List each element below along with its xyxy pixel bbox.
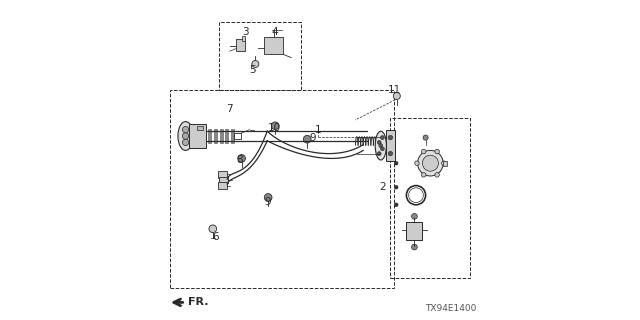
Text: 8: 8	[237, 155, 243, 165]
Circle shape	[182, 139, 189, 146]
Circle shape	[422, 155, 438, 171]
Text: TX94E1400: TX94E1400	[426, 304, 477, 313]
Circle shape	[415, 161, 419, 165]
Ellipse shape	[375, 131, 387, 160]
Circle shape	[423, 135, 428, 140]
Bar	[214, 129, 217, 143]
Circle shape	[378, 152, 381, 156]
Circle shape	[412, 213, 417, 219]
Bar	[242, 36, 245, 41]
Circle shape	[378, 140, 381, 144]
Bar	[218, 171, 227, 178]
Bar	[390, 118, 470, 278]
Circle shape	[394, 203, 398, 207]
Bar	[189, 124, 206, 148]
Text: 1: 1	[315, 124, 322, 135]
Text: 9: 9	[310, 132, 316, 143]
Circle shape	[422, 172, 426, 177]
Circle shape	[303, 135, 311, 143]
Text: FR.: FR.	[188, 297, 209, 308]
Circle shape	[182, 126, 189, 133]
Circle shape	[435, 149, 440, 154]
Circle shape	[388, 151, 393, 156]
Bar	[220, 129, 223, 143]
Text: 4: 4	[272, 27, 278, 37]
Circle shape	[264, 194, 272, 201]
Bar	[208, 129, 211, 143]
Bar	[264, 37, 283, 54]
Circle shape	[379, 144, 383, 148]
Circle shape	[388, 135, 393, 140]
Text: 3: 3	[243, 27, 249, 37]
Circle shape	[442, 161, 446, 165]
Circle shape	[209, 225, 216, 233]
Bar	[236, 39, 246, 51]
Bar	[225, 129, 228, 143]
Bar	[443, 161, 447, 166]
Bar	[234, 133, 241, 139]
Bar	[386, 130, 395, 161]
Circle shape	[394, 161, 398, 165]
Ellipse shape	[178, 122, 193, 150]
Text: 10: 10	[268, 123, 281, 133]
Bar	[406, 222, 422, 240]
Bar	[231, 129, 234, 143]
Circle shape	[380, 147, 385, 151]
Circle shape	[435, 172, 440, 177]
Circle shape	[417, 150, 443, 176]
Circle shape	[252, 60, 259, 68]
Circle shape	[393, 92, 401, 100]
Bar	[219, 177, 228, 183]
Bar	[170, 90, 394, 288]
Circle shape	[271, 122, 279, 130]
Bar	[197, 126, 202, 130]
Text: 7: 7	[227, 104, 233, 114]
Circle shape	[394, 185, 398, 189]
Circle shape	[238, 155, 246, 162]
Text: 6: 6	[212, 232, 220, 242]
Circle shape	[422, 149, 426, 154]
Text: 11: 11	[388, 84, 401, 95]
Circle shape	[182, 133, 189, 139]
Bar	[219, 22, 301, 90]
Circle shape	[380, 136, 385, 140]
Bar	[218, 182, 227, 189]
Text: 9: 9	[264, 196, 271, 207]
Text: 2: 2	[379, 182, 386, 192]
Text: 5: 5	[250, 65, 256, 76]
Circle shape	[412, 244, 417, 250]
